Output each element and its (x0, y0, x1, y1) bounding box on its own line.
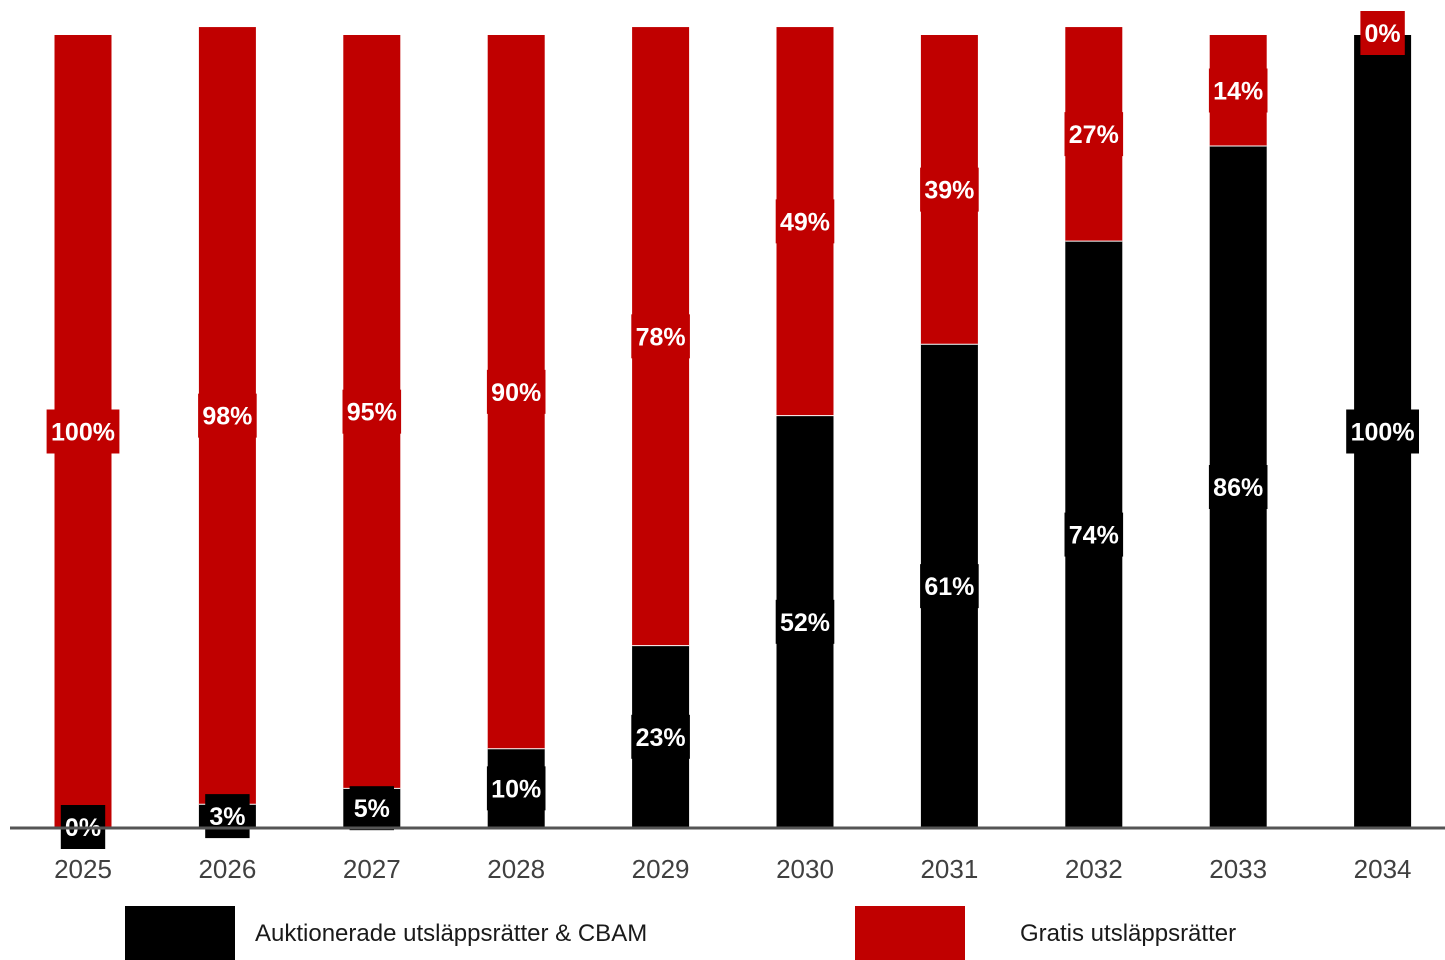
label-auctioned-2030-box (775, 599, 835, 644)
label-free-2027: 95% (342, 389, 402, 434)
label-auctioned-2032-text: 74% (1069, 522, 1119, 550)
label-auctioned-2028-text: 10% (491, 775, 541, 803)
label-auctioned-2033-box (1208, 465, 1268, 510)
label-auctioned-2029-text: 23% (636, 724, 686, 752)
x-tick-2030: 2030 (776, 854, 834, 884)
label-free-2029-box (631, 314, 690, 359)
label-free-2031-text: 39% (924, 177, 974, 205)
legend-label-auctioned: Auktionerade utsläppsrätter & CBAM (255, 920, 648, 947)
legend-swatch-free (855, 906, 965, 960)
label-auctioned-2034-box (1346, 409, 1419, 454)
label-free-2029: 78% (631, 314, 690, 359)
label-free-2032-text: 27% (1069, 121, 1119, 149)
label-free-2025: 100% (46, 409, 120, 454)
label-auctioned-2027-box (349, 786, 394, 831)
label-free-2032-box (1064, 112, 1124, 157)
label-auctioned-2032: 74% (1064, 512, 1124, 557)
x-tick-2033: 2033 (1209, 854, 1267, 884)
label-auctioned-2031-text: 61% (924, 573, 974, 601)
label-auctioned-2027-text: 5% (354, 795, 390, 823)
label-free-2026-text: 98% (202, 403, 252, 431)
label-free-2027-box (342, 389, 402, 434)
label-free-2033: 14% (1208, 68, 1268, 113)
label-auctioned-2034: 100% (1346, 409, 1419, 454)
label-auctioned-2033: 86% (1208, 465, 1268, 510)
bars-layer (54, 27, 1412, 828)
label-auctioned-2031-box (920, 564, 979, 609)
label-free-2031: 39% (920, 167, 979, 212)
label-free-2026-box (198, 393, 257, 438)
label-auctioned-2031: 61% (920, 564, 979, 609)
label-free-2032: 27% (1064, 112, 1124, 157)
x-tick-2032: 2032 (1065, 854, 1123, 884)
label-free-2033-box (1208, 68, 1268, 113)
label-free-2030-text: 49% (780, 208, 830, 236)
legend-swatch-auctioned (125, 906, 235, 960)
label-free-2034-text: 0% (1365, 20, 1401, 48)
x-tick-labels: 2025 2026 2027 2028 2029 2030 2031 2032 2033 2034 (54, 854, 1411, 884)
label-free-2034: 0% (1360, 11, 1405, 55)
label-free-2033-text: 14% (1213, 78, 1263, 106)
stacked-bar-chart: 0% 100% 3% 98% 5% 95% 10% 90% 23% 78% 52% 49% 61% 39%… (10, 11, 1445, 884)
x-tick-2031: 2031 (920, 854, 978, 884)
label-free-2028-box (486, 369, 546, 414)
label-auctioned-2026-box (205, 794, 250, 839)
legend: Auktionerade utsläppsrätter & CBAM Grati… (0, 906, 1445, 960)
label-free-2027-text: 95% (347, 399, 397, 427)
label-auctioned-2033-text: 86% (1213, 474, 1263, 502)
x-tick-2027: 2027 (343, 854, 401, 884)
label-auctioned-2032-box (1064, 512, 1124, 557)
label-auctioned-2027: 5% (349, 786, 394, 831)
label-auctioned-2029: 23% (631, 714, 690, 759)
x-tick-2029: 2029 (632, 854, 690, 884)
label-free-2025-text: 100% (51, 419, 115, 447)
label-auctioned-2034-text: 100% (1351, 419, 1415, 447)
label-auctioned-2028-box (486, 766, 546, 811)
x-tick-2025: 2025 (54, 854, 112, 884)
label-auctioned-2030-text: 52% (780, 609, 830, 637)
legend-label-free: Gratis utsläppsrätter (1020, 920, 1237, 947)
label-free-2031-box (920, 167, 979, 212)
data-labels-layer: 0% 100% 3% 98% 5% 95% 10% 90% 23% 78% 52% 49% 61% 39%… (46, 11, 1419, 849)
label-auctioned-2026-text: 3% (209, 803, 245, 831)
x-tick-2034: 2034 (1354, 854, 1412, 884)
label-auctioned-2026: 3% (205, 794, 250, 839)
label-free-2030: 49% (775, 199, 835, 244)
label-auctioned-2030: 52% (775, 599, 835, 644)
label-free-2028-text: 90% (491, 379, 541, 407)
label-free-2026: 98% (198, 393, 257, 438)
x-tick-2028: 2028 (487, 854, 545, 884)
label-free-2029-text: 78% (636, 323, 686, 351)
x-tick-2026: 2026 (198, 854, 256, 884)
label-auctioned-2029-box (631, 714, 690, 759)
label-auctioned-2028: 10% (486, 766, 546, 811)
label-free-2034-box (1360, 11, 1405, 55)
label-free-2030-box (775, 199, 835, 244)
label-free-2028: 90% (486, 369, 546, 414)
label-free-2025-box (46, 409, 120, 454)
